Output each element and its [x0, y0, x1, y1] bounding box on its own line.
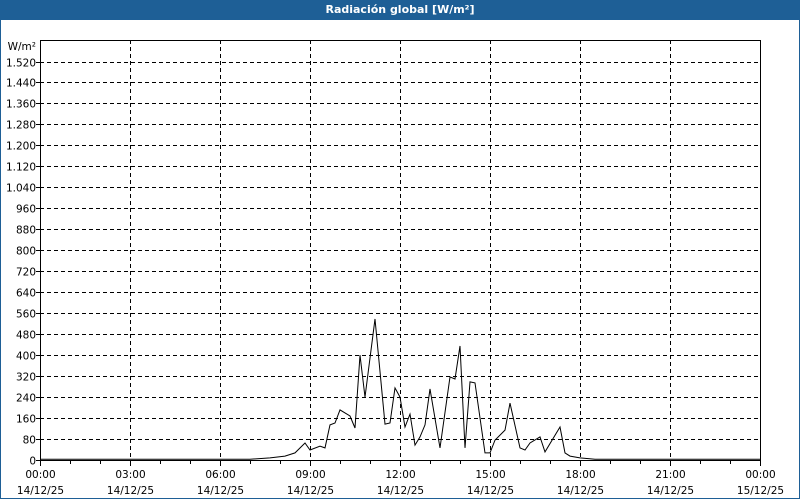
- y-tick-label: 480: [16, 330, 36, 342]
- x-tick-time: 21:00: [655, 469, 685, 481]
- y-tick-label: 880: [16, 225, 36, 237]
- x-tick-date: 14/12/25: [197, 485, 244, 497]
- plot-area: [40, 40, 761, 461]
- y-tick-label: 1.520: [6, 58, 36, 70]
- x-tick-time: 00:00: [25, 469, 55, 481]
- x-tick-time: 03:00: [115, 469, 145, 481]
- y-tick-label: 1.360: [6, 99, 36, 111]
- x-tick-time: 12:00: [385, 469, 415, 481]
- x-tick-time: 06:00: [205, 469, 235, 481]
- y-axis-label: W/m²: [8, 41, 36, 53]
- y-tick-label: 560: [16, 309, 36, 321]
- series-line: [40, 318, 760, 460]
- x-tick-date: 14/12/25: [17, 485, 64, 497]
- y-tick-label: 1.120: [6, 162, 36, 174]
- x-tick-date: 15/12/25: [737, 485, 784, 497]
- y-tick-label: 1.280: [6, 120, 36, 132]
- x-tick-date: 14/12/25: [107, 485, 154, 497]
- y-tick-label: 640: [16, 288, 36, 300]
- y-tick-label: 0: [29, 456, 36, 468]
- y-tick-label: 160: [16, 414, 36, 426]
- x-tick-date: 14/12/25: [377, 485, 424, 497]
- y-tick-label: 960: [16, 204, 36, 216]
- y-tick-label: 80: [23, 435, 36, 447]
- y-tick-label: 1.440: [6, 78, 36, 90]
- x-tick-time: 09:00: [295, 469, 325, 481]
- y-tick-label: 1.200: [6, 141, 36, 153]
- x-tick-date: 14/12/25: [647, 485, 694, 497]
- y-tick-label: 800: [16, 246, 36, 258]
- y-tick-label: 240: [16, 393, 36, 405]
- x-tick-date: 14/12/25: [467, 485, 514, 497]
- y-tick-label: 720: [16, 267, 36, 279]
- x-tick-date: 14/12/25: [557, 485, 604, 497]
- x-tick-time: 18:00: [565, 469, 595, 481]
- chart-title: Radiación global [W/m²]: [0, 0, 800, 20]
- x-tick-date: 14/12/25: [287, 485, 334, 497]
- y-tick-label: 400: [16, 351, 36, 363]
- y-tick-label: 320: [16, 372, 36, 384]
- x-tick-time: 00:00: [745, 469, 775, 481]
- x-tick-time: 15:00: [475, 469, 505, 481]
- y-tick-label: 1.040: [6, 183, 36, 195]
